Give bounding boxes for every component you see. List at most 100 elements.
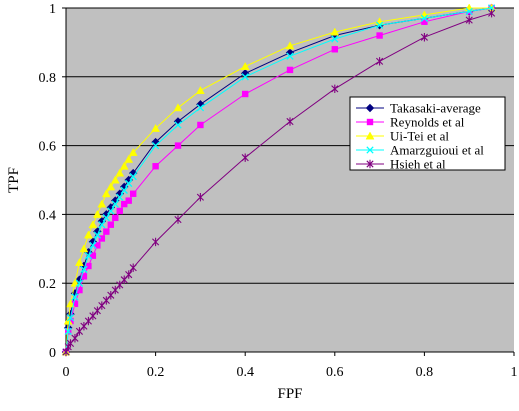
data-point [465, 15, 473, 25]
legend-entry: Ui-Tei et al [356, 129, 449, 144]
data-point [84, 252, 93, 260]
data-point [129, 172, 137, 181]
data-point [286, 117, 294, 126]
data-point [116, 207, 123, 215]
data-point [128, 147, 138, 156]
legend-marker [365, 131, 375, 140]
legend-marker [366, 118, 374, 126]
y-tick-label: 1 [49, 2, 56, 17]
data-point [376, 57, 384, 66]
data-point [173, 103, 183, 112]
data-point [241, 73, 249, 81]
legend-entry: Takasaki-average [356, 101, 481, 116]
data-point [80, 265, 88, 274]
data-point [89, 252, 97, 259]
data-point [129, 263, 137, 272]
data-point [465, 7, 473, 16]
data-point [196, 104, 205, 112]
data-point [330, 27, 340, 36]
data-point [76, 286, 83, 294]
y-tick-labels: 0 0.2 0.4 0.6 0.8 1 [39, 2, 57, 361]
data-point [152, 237, 160, 247]
series-hsieh-et-al [62, 8, 496, 357]
data-point [71, 300, 79, 308]
data-point [488, 8, 496, 18]
x-tick-label: 0 [63, 365, 70, 380]
y-tick-label: 0.8 [39, 71, 57, 86]
data-point [101, 189, 111, 198]
x-tick-labels: 0 0.2 0.4 0.6 0.8 1 [63, 365, 518, 380]
legend-entry: Amarzguioui et al [356, 143, 484, 158]
data-point [130, 190, 137, 197]
x-tick-label: 0.6 [326, 365, 344, 380]
data-point [64, 327, 72, 336]
legend-label: Reynolds et al [390, 115, 465, 130]
data-point [110, 175, 120, 184]
data-point [119, 161, 129, 170]
legend-marker [365, 103, 375, 113]
data-point [94, 242, 101, 249]
data-point [66, 299, 75, 308]
data-point [331, 84, 339, 94]
data-point [120, 186, 128, 194]
data-point [83, 230, 93, 239]
data-point [107, 221, 114, 228]
data-point [151, 123, 161, 132]
y-tick-label: 0 [49, 346, 56, 361]
data-point [115, 168, 125, 177]
y-axis-label: TPF [6, 167, 22, 193]
data-point [125, 270, 133, 279]
data-point [195, 86, 205, 95]
x-tick-label: 0.8 [416, 365, 434, 380]
legend-entry: Hsieh et al [356, 157, 446, 172]
y-tick-label: 0.2 [39, 277, 57, 292]
legend-marker [366, 159, 374, 169]
legend-label: Amarzguioui et al [390, 143, 484, 158]
data-point [174, 142, 182, 149]
data-point [89, 241, 97, 250]
data-point [196, 193, 204, 202]
data-point [71, 334, 79, 343]
data-point [286, 66, 294, 74]
data-point [93, 231, 102, 239]
data-point [102, 214, 110, 222]
plot-area [66, 8, 514, 352]
data-point [421, 18, 428, 25]
data-point [197, 121, 204, 129]
data-point [112, 214, 119, 222]
data-point [286, 52, 294, 60]
data-point [97, 199, 107, 208]
data-point [331, 46, 338, 53]
gridlines [66, 7, 514, 284]
data-point [174, 215, 182, 224]
data-point [111, 200, 119, 208]
data-point [487, 4, 496, 12]
x-tick-label: 0.2 [147, 365, 165, 380]
series-layer [61, 3, 497, 357]
y-tick-label: 0.4 [39, 208, 57, 223]
data-point [152, 163, 159, 170]
data-point [98, 221, 106, 229]
data-point [70, 278, 80, 287]
data-point [125, 197, 132, 204]
data-point [106, 182, 116, 191]
data-point [71, 293, 79, 301]
data-point [107, 207, 115, 215]
data-point [420, 33, 428, 42]
data-point [98, 235, 106, 242]
legend-label: Ui-Tei et al [390, 129, 449, 144]
legend-marker [366, 146, 374, 154]
data-point [75, 279, 84, 287]
x-tick-label: 0.4 [236, 365, 254, 380]
data-point [242, 90, 249, 98]
data-point [174, 121, 182, 129]
data-point [66, 313, 75, 322]
x-axis-label: FPF [277, 386, 302, 402]
data-point [88, 220, 98, 229]
data-point [285, 41, 295, 50]
data-point [92, 209, 102, 218]
legend-box [349, 96, 506, 171]
